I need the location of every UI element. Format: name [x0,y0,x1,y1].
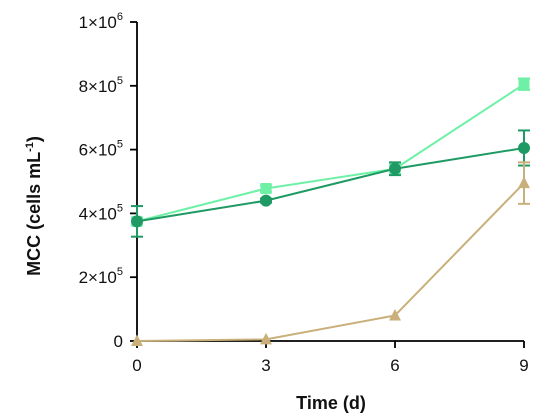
data-point-circle [389,162,401,175]
data-point-square [518,78,530,90]
data-point-circle [518,142,530,155]
data-point-circle [260,194,272,207]
y-tick-label: 0 [114,332,123,351]
y-axis-title-main: MCC (cells mL [24,152,44,276]
y-tick-label: 1×106 [79,11,123,32]
data-point-triangle [518,176,530,189]
x-tick-label: 0 [132,356,141,375]
x-tick-label: 9 [519,356,528,375]
data-point-square [260,183,272,195]
series-triangle [131,161,530,346]
y-tick-label: 8×105 [79,75,123,96]
y-axis-title-close: ) [24,136,44,142]
x-tick-label: 3 [261,356,270,375]
series-circle [131,129,530,238]
x-tick-label: 6 [390,356,399,375]
series-line [136,147,525,223]
x-axis-title: Time (d) [296,393,366,413]
tick-labels: 0 2×105 4×105 6×105 8×105 1×106 0 3 6 9 [79,11,529,375]
y-tick-label: 2×105 [79,266,123,287]
series-layer [131,77,530,346]
y-axis-title-exponent: -1 [24,142,36,152]
y-tick-label: 6×105 [79,139,123,160]
series-line [136,182,525,342]
data-point-circle [131,215,143,228]
series-line [136,83,525,223]
y-tick-label: 4×105 [79,202,123,223]
data-point-triangle [260,332,272,345]
series-square [131,77,530,227]
data-point-triangle [131,334,143,346]
y-axis-title: MCC (cells mL-1) [24,136,44,276]
data-point-triangle [389,308,401,321]
